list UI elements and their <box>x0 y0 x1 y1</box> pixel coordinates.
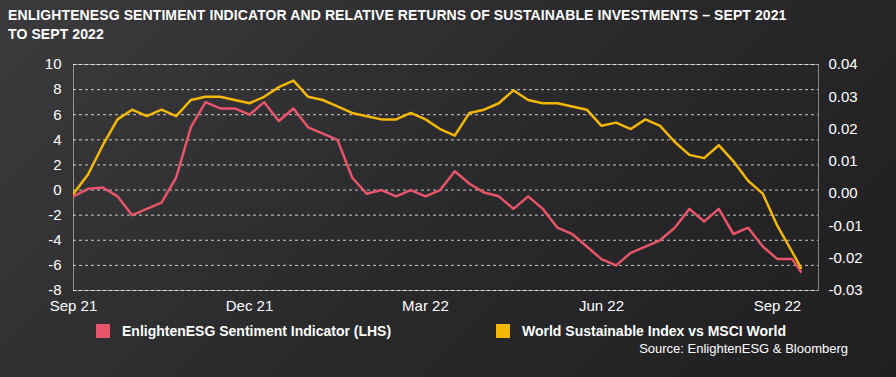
svg-text:Jun 22: Jun 22 <box>579 297 624 314</box>
svg-text:-2: -2 <box>48 206 61 223</box>
svg-text:-8: -8 <box>48 281 61 298</box>
html-text:Source: EnlightenESG & Bloombe: Source: EnlightenESG & Bloomberg <box>639 341 848 356</box>
svg-text:10: 10 <box>45 55 62 72</box>
html-text:EnlightenESG Sentiment Indicat: EnlightenESG Sentiment Indicator (LHS) <box>122 323 392 339</box>
svg-text:8: 8 <box>53 80 61 97</box>
svg-text:0.01: 0.01 <box>829 152 858 169</box>
svg-text:2: 2 <box>53 156 61 173</box>
svg-text:6: 6 <box>53 106 61 123</box>
svg-text:-4: -4 <box>48 231 61 248</box>
svg-text:-0.01: -0.01 <box>829 217 863 234</box>
svg-text:0: 0 <box>53 181 61 198</box>
svg-text:0.00: 0.00 <box>829 184 858 201</box>
svg-text:0.03: 0.03 <box>829 88 858 105</box>
svg-text:-6: -6 <box>48 256 61 273</box>
svg-text:0.04: 0.04 <box>829 55 858 72</box>
svg-text:Sep 21: Sep 21 <box>50 297 98 314</box>
html-text:World Sustainable Index vs MSC: World Sustainable Index vs MSCI World <box>522 323 786 339</box>
svg-text:Mar 22: Mar 22 <box>402 297 449 314</box>
svg-text:4: 4 <box>53 131 61 148</box>
svg-text:0.02: 0.02 <box>829 120 858 137</box>
svg-text:-0.02: -0.02 <box>829 249 863 266</box>
html-text:ENLIGHTENESG SENTIMENT INDICAT: ENLIGHTENESG SENTIMENT INDICATOR AND REL… <box>8 7 787 42</box>
svg-text:-0.03: -0.03 <box>829 281 863 298</box>
svg-text:Sep 22: Sep 22 <box>754 297 802 314</box>
svg-text:Dec 21: Dec 21 <box>226 297 274 314</box>
